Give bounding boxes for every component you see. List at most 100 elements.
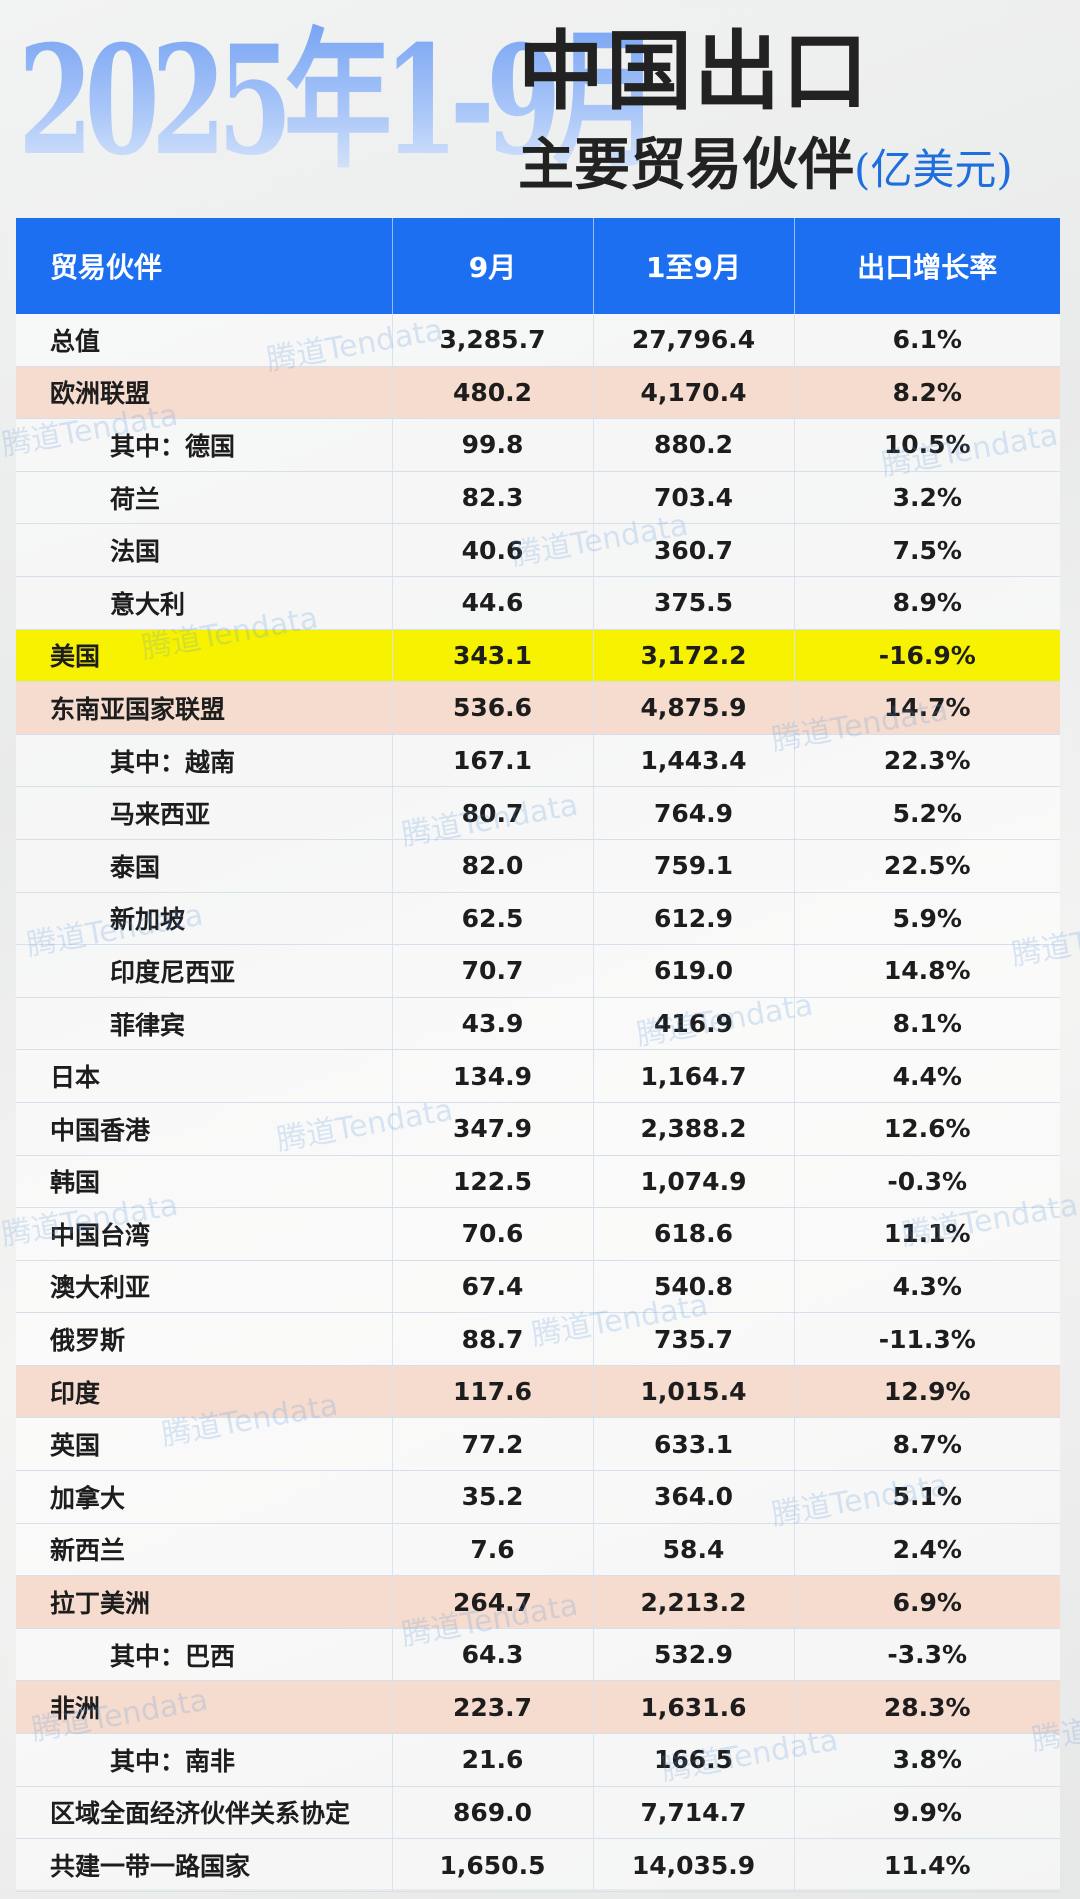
september-value-cell: 343.1 [392,629,594,683]
september-value-cell: 99.8 [392,418,594,472]
september-value-cell: 82.0 [392,839,594,893]
growth-rate-cell: 28.3% [794,1680,1060,1735]
growth-rate-cell: 14.8% [794,944,1060,998]
growth-rate-cell: 10.5% [794,418,1060,472]
table-row: 共建一带一路国家 1,650.5 14,035.9 11.4% [16,1838,1060,1892]
growth-rate-cell: 22.5% [794,839,1060,893]
jan-sep-value-cell: 619.0 [593,944,795,998]
partner-name-cell: 荷兰 [16,471,393,525]
september-value-cell: 536.6 [392,681,594,735]
table-row: 韩国 122.5 1,074.9 -0.3% [16,1155,1060,1209]
table-row: 马来西亚 80.7 764.9 5.2% [16,786,1060,840]
partner-name-cell: 其中：越南 [16,734,393,788]
september-value-cell: 64.3 [392,1628,594,1682]
jan-sep-value-cell: 7,714.7 [593,1786,795,1840]
header: 2025年1-9月 中国出口 主要贸易伙伴(亿美元) [0,0,1080,220]
partner-name-cell: 澳大利亚 [16,1260,393,1314]
september-value-cell: 7.6 [392,1523,594,1577]
table-row: 菲律宾 43.9 416.9 8.1% [16,997,1060,1051]
growth-rate-cell: 6.1% [794,314,1060,367]
partner-name-cell: 印度尼西亚 [16,944,393,998]
september-value-cell: 77.2 [392,1417,594,1472]
growth-rate-cell: 5.1% [794,1470,1060,1524]
big-title: 2025年1-9月 [18,6,661,196]
partner-name-cell: 法国 [16,523,393,577]
partner-name-cell: 共建一带一路国家 [16,1838,393,1892]
partner-name-cell: 日本 [16,1049,393,1103]
partner-name-cell: 韩国 [16,1155,393,1209]
table-header-row: 贸易伙伴 9月 1至9月 出口增长率 [16,218,1060,314]
partner-name-cell: 非洲 [16,1680,393,1735]
september-value-cell: 40.6 [392,523,594,577]
jan-sep-value-cell: 58.4 [593,1523,795,1577]
table-row: 拉丁美洲 264.7 2,213.2 6.9% [16,1575,1060,1629]
growth-rate-cell: 8.9% [794,576,1060,630]
jan-sep-value-cell: 2,388.2 [593,1102,795,1156]
jan-sep-value-cell: 532.9 [593,1628,795,1682]
table-row: 区域全面经济伙伴关系协定 869.0 7,714.7 9.9% [16,1786,1060,1840]
september-value-cell: 480.2 [392,366,594,420]
jan-sep-value-cell: 764.9 [593,786,795,840]
table-row: 新加坡 62.5 612.9 5.9% [16,892,1060,946]
jan-sep-value-cell: 27,796.4 [593,314,795,367]
jan-sep-value-cell: 1,631.6 [593,1680,795,1735]
table-row: 总值 3,285.7 27,796.4 6.1% [16,314,1060,367]
september-value-cell: 223.7 [392,1680,594,1735]
jan-sep-value-cell: 1,074.9 [593,1155,795,1209]
growth-rate-cell: 12.9% [794,1365,1060,1419]
september-value-cell: 44.6 [392,576,594,630]
september-value-cell: 167.1 [392,734,594,788]
growth-rate-cell: 11.4% [794,1838,1060,1892]
growth-rate-cell: 8.2% [794,366,1060,420]
september-value-cell: 869.0 [392,1786,594,1840]
table-row: 日本 134.9 1,164.7 4.4% [16,1049,1060,1103]
unit-label: (亿美元) [854,145,1013,194]
table-row: 美国 343.1 3,172.2 -16.9% [16,629,1060,683]
table-row: 东南亚国家联盟 536.6 4,875.9 14.7% [16,681,1060,735]
partner-name-cell: 拉丁美洲 [16,1575,393,1629]
growth-rate-cell: 11.1% [794,1207,1060,1261]
partner-name-cell: 新加坡 [16,892,393,946]
table-row: 新西兰 7.6 58.4 2.4% [16,1523,1060,1577]
header-september: 9月 [392,218,594,314]
growth-rate-cell: 2.4% [794,1523,1060,1577]
growth-rate-cell: -3.3% [794,1628,1060,1682]
jan-sep-value-cell: 735.7 [593,1312,795,1366]
jan-sep-value-cell: 14,035.9 [593,1838,795,1892]
jan-sep-value-cell: 880.2 [593,418,795,472]
september-value-cell: 347.9 [392,1102,594,1156]
jan-sep-value-cell: 618.6 [593,1207,795,1261]
growth-rate-cell: 4.4% [794,1049,1060,1103]
september-value-cell: 67.4 [392,1260,594,1314]
jan-sep-value-cell: 3,172.2 [593,629,795,683]
partner-name-cell: 欧洲联盟 [16,366,393,420]
table-row: 澳大利亚 67.4 540.8 4.3% [16,1260,1060,1314]
table-row: 中国台湾 70.6 618.6 11.1% [16,1207,1060,1261]
table-row: 荷兰 82.3 703.4 3.2% [16,471,1060,525]
table-row: 非洲 223.7 1,631.6 28.3% [16,1680,1060,1735]
partner-name-cell: 中国台湾 [16,1207,393,1261]
jan-sep-value-cell: 375.5 [593,576,795,630]
jan-sep-value-cell: 364.0 [593,1470,795,1524]
september-value-cell: 117.6 [392,1365,594,1419]
table-row: 加拿大 35.2 364.0 5.1% [16,1470,1060,1524]
september-value-cell: 80.7 [392,786,594,840]
table-row: 欧洲联盟 480.2 4,170.4 8.2% [16,366,1060,420]
partner-name-cell: 中国香港 [16,1102,393,1156]
partner-name-cell: 总值 [16,314,393,367]
growth-rate-cell: 14.7% [794,681,1060,735]
jan-sep-value-cell: 633.1 [593,1417,795,1472]
partner-name-cell: 新西兰 [16,1523,393,1577]
september-value-cell: 21.6 [392,1733,594,1787]
growth-rate-cell: 7.5% [794,523,1060,577]
table-row: 其中：巴西 64.3 532.9 -3.3% [16,1628,1060,1682]
september-value-cell: 134.9 [392,1049,594,1103]
trade-table: 贸易伙伴 9月 1至9月 出口增长率 总值 3,285.7 27,796.4 6.1%… [16,218,1060,1892]
september-value-cell: 62.5 [392,892,594,946]
table-row: 俄罗斯 88.7 735.7 -11.3% [16,1312,1060,1366]
table-row: 意大利 44.6 375.5 8.9% [16,576,1060,630]
partner-name-cell: 其中：德国 [16,418,393,472]
table-row: 其中：南非 21.6 166.5 3.8% [16,1733,1060,1787]
growth-rate-cell: 6.9% [794,1575,1060,1629]
table-row: 中国香港 347.9 2,388.2 12.6% [16,1102,1060,1156]
